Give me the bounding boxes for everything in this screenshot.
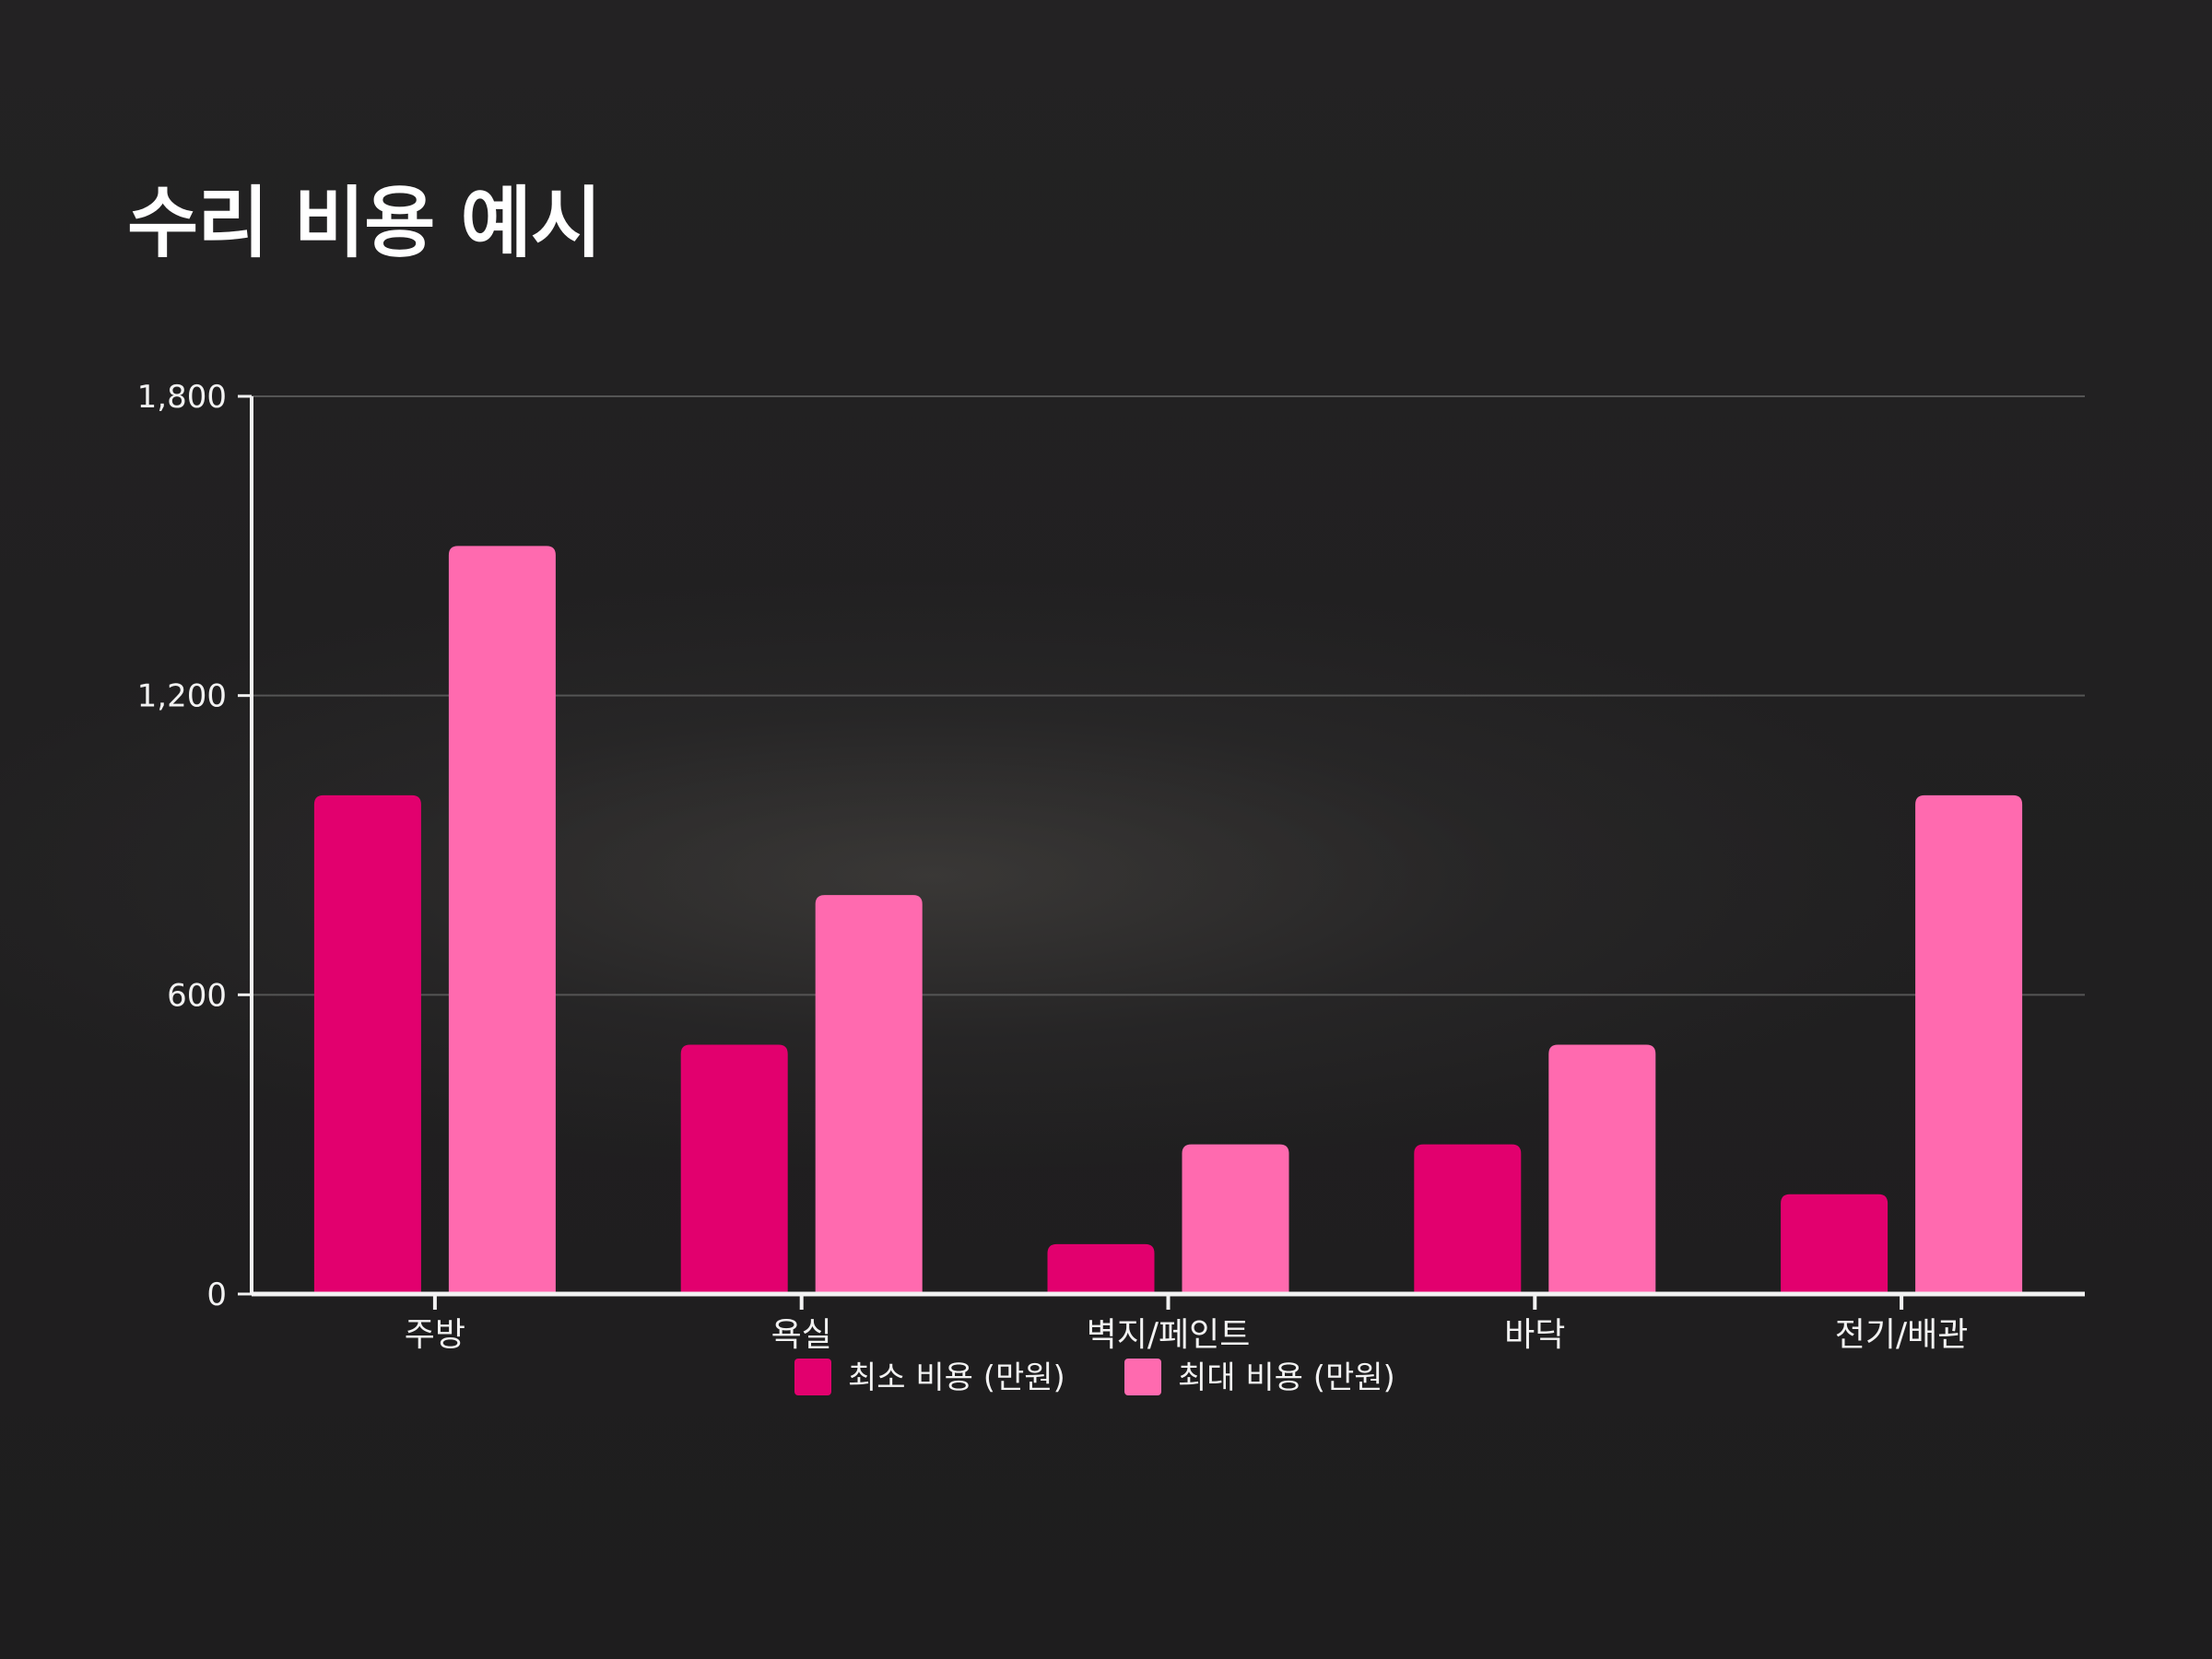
legend-swatch: [1124, 1359, 1161, 1395]
chart-title: 수리 비용 예시: [127, 178, 602, 268]
bar: [680, 1044, 788, 1294]
bar: [448, 546, 556, 1294]
bar: [1781, 1194, 1888, 1294]
legend-label: 최소 비용 (만원): [848, 1359, 1065, 1396]
x-tick-label: 벽지/페인트: [1087, 1316, 1251, 1354]
bar: [313, 794, 421, 1294]
bar: [1182, 1144, 1289, 1294]
x-tick-label: 전기/배관: [1835, 1316, 1969, 1354]
y-tick-label: 0: [206, 1277, 227, 1313]
x-tick-label: 주방: [405, 1316, 465, 1354]
bar: [1915, 794, 2023, 1294]
bar: [815, 895, 923, 1294]
y-tick-label: 600: [167, 977, 227, 1014]
bar: [1548, 1044, 1656, 1294]
x-tick-label: 바닥: [1504, 1316, 1565, 1354]
legend-label: 최대 비용 (만원): [1178, 1359, 1395, 1396]
y-tick-label: 1,800: [137, 379, 227, 416]
x-tick-label: 욕실: [771, 1316, 832, 1354]
y-tick-label: 1,200: [137, 678, 227, 715]
bar: [1414, 1144, 1522, 1294]
legend-swatch: [794, 1359, 831, 1395]
bar: [1047, 1243, 1155, 1294]
